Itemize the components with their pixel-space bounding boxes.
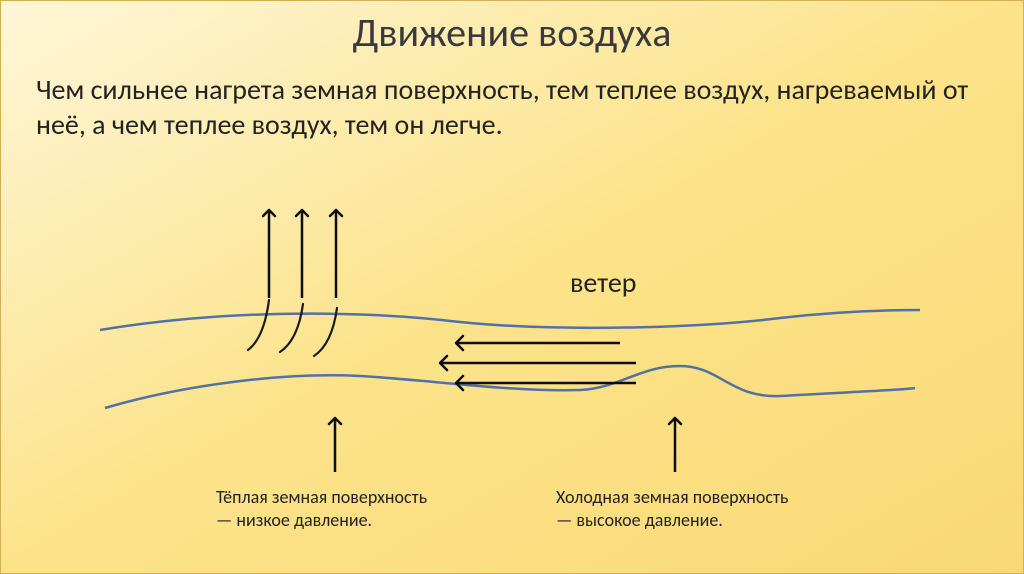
caption-cold-surface: Холодная земная поверхность — высокое да…	[556, 486, 806, 533]
wind-arrows	[440, 336, 636, 390]
caption-warm-surface: Тёплая земная поверхность — низкое давле…	[216, 486, 446, 533]
up-arrows	[263, 210, 342, 298]
slide-title: Движение воздуха	[0, 8, 1024, 57]
air-movement-diagram	[0, 200, 1024, 574]
pointer-arrows	[329, 418, 681, 472]
body-paragraph: Чем сильнее нагрета земная поверхность, …	[36, 72, 988, 142]
surface-lines	[100, 310, 920, 408]
rising-hooks	[248, 300, 337, 356]
